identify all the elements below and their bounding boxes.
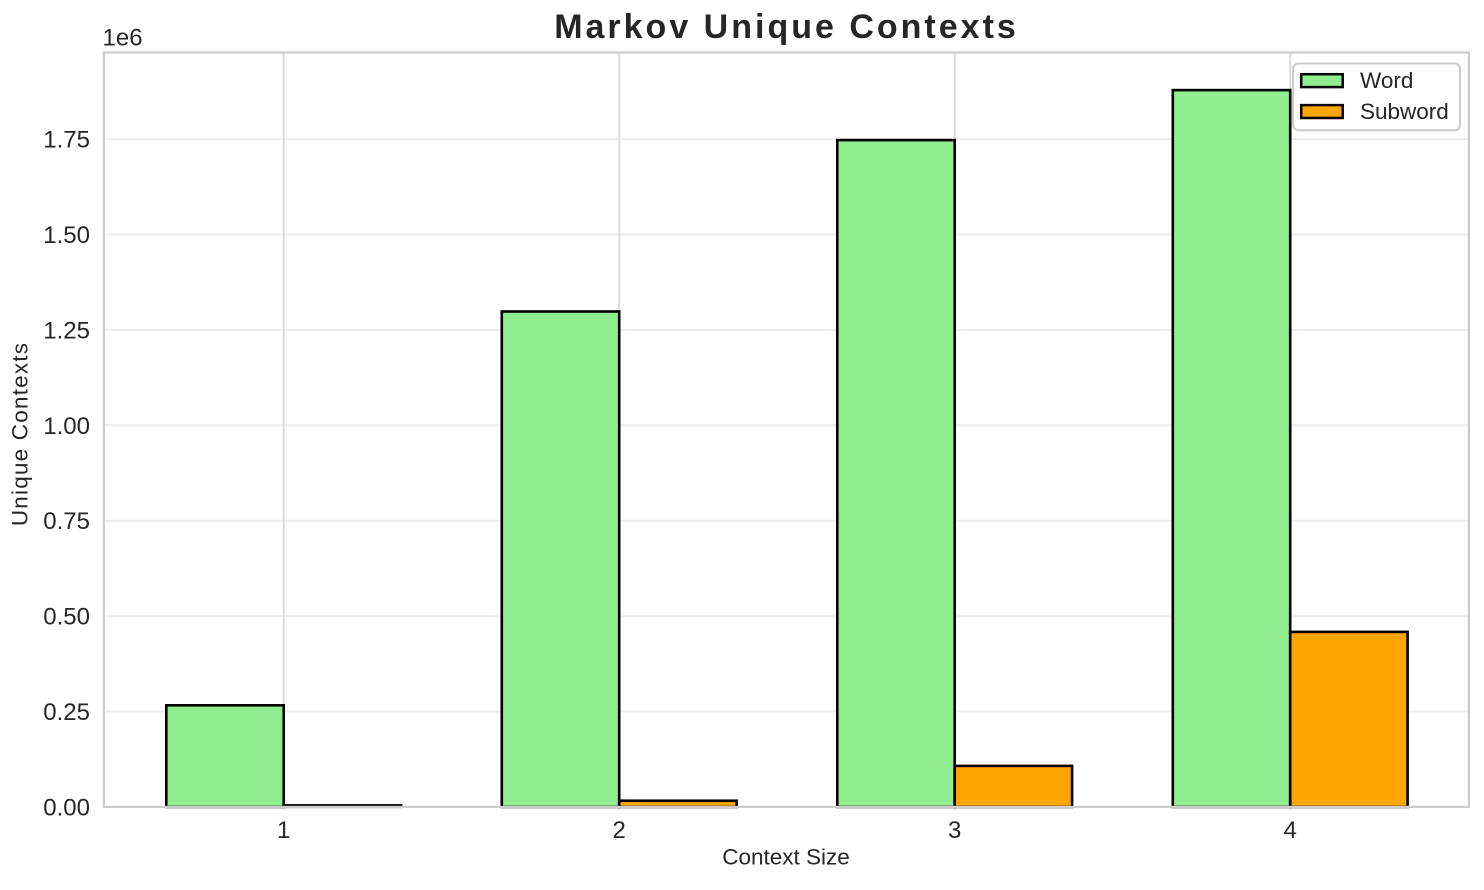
svg-text:1.75: 1.75 (43, 127, 90, 154)
svg-text:Markov Unique Contexts: Markov Unique Contexts (554, 8, 1019, 46)
svg-text:1e6: 1e6 (103, 25, 143, 52)
svg-text:3: 3 (948, 817, 961, 844)
svg-text:0.25: 0.25 (43, 699, 90, 726)
svg-text:Context Size: Context Size (722, 845, 850, 870)
svg-text:1.25: 1.25 (43, 317, 90, 344)
svg-text:Subword: Subword (1360, 99, 1449, 124)
svg-text:1: 1 (277, 817, 290, 844)
svg-text:Word: Word (1360, 68, 1413, 93)
svg-text:1.00: 1.00 (43, 413, 90, 440)
svg-text:Unique Contexts: Unique Contexts (8, 342, 33, 526)
svg-text:0.75: 0.75 (43, 508, 90, 535)
svg-text:2: 2 (613, 817, 626, 844)
svg-text:4: 4 (1284, 817, 1297, 844)
svg-text:0.00: 0.00 (43, 794, 90, 821)
svg-text:0.50: 0.50 (43, 604, 90, 631)
svg-text:1.50: 1.50 (43, 222, 90, 249)
